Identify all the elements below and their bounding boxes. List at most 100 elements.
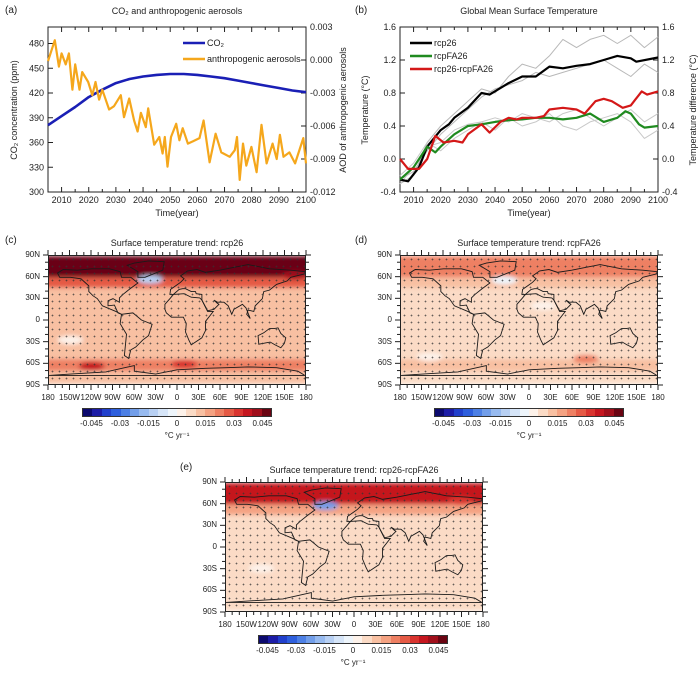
x-tick-label: 2040 — [133, 195, 153, 205]
colorbar-label: 0.03 — [402, 646, 418, 655]
colorbar-swatch — [594, 409, 605, 416]
y-tick-label: 360 — [29, 138, 44, 148]
colorbar-swatch — [186, 409, 196, 416]
x-tick-label: 2100 — [296, 195, 316, 205]
y-tick-label: 390 — [29, 113, 44, 123]
lat-tick-label: 60N — [25, 271, 40, 281]
y-right-tick-label: 0.000 — [310, 55, 333, 65]
x-tick-label: 2020 — [79, 195, 99, 205]
colorbar-swatch — [101, 409, 112, 416]
series-line-rcpfa26 — [399, 110, 659, 181]
colorbar-label: -0.015 — [137, 419, 160, 428]
legend-label: rcp26-rcpFA26 — [434, 64, 493, 74]
lon-tick-label: 120E — [430, 620, 450, 629]
colorbar-swatch — [214, 409, 225, 416]
colorbar-label: 0 — [526, 419, 532, 428]
colorbar-swatch — [315, 636, 325, 643]
lat-tick-label: 60S — [25, 358, 40, 368]
lon-tick-label: 60E — [212, 393, 228, 402]
colorbar-swatch — [576, 409, 586, 416]
colorbar — [434, 408, 624, 417]
significance-stippling — [226, 483, 482, 611]
lat-tick-label: 90N — [377, 250, 392, 259]
colorbar-swatch — [510, 409, 520, 416]
x-axis-label-a: Time(year) — [155, 208, 199, 218]
colorbar-swatch — [519, 409, 530, 416]
y-right-tick-label: -0.009 — [310, 154, 336, 164]
colorbar-label: -0.015 — [313, 646, 336, 655]
series-line-rcp26-rcpfa26 — [399, 90, 659, 170]
y-tick-label: 420 — [29, 88, 44, 98]
map-e — [225, 482, 483, 612]
x-tick-label: 2080 — [242, 195, 262, 205]
y-axis-right-label-b: Temperature difference (°C) — [688, 54, 698, 166]
colorbar-swatch — [296, 636, 307, 643]
colorbar-swatch — [613, 409, 624, 416]
y-tick-label: 0.0 — [383, 154, 396, 164]
colorbar-swatch — [482, 409, 492, 416]
y-right-tick-label: 0.8 — [662, 88, 675, 98]
colorbar-swatch — [437, 636, 448, 643]
lon-tick-label: 150E — [627, 393, 646, 402]
colorbar-swatch — [268, 636, 278, 643]
colorbar-label: 0.045 — [252, 419, 273, 428]
colorbar-label: -0.045 — [432, 419, 455, 428]
lat-tick-label: 0 — [212, 542, 217, 551]
panel-label-c: (c) — [5, 235, 17, 246]
lon-tick-label: 90W — [104, 393, 121, 402]
colorbar-swatch — [139, 409, 149, 416]
lon-tick-label: 0 — [174, 393, 180, 402]
legend-label: rcpFA26 — [434, 51, 468, 61]
lon-tick-label: 150E — [275, 393, 294, 402]
colorbar-swatch — [334, 636, 344, 643]
colorbar-swatch — [463, 409, 473, 416]
y-tick-label: 300 — [29, 187, 44, 197]
x-tick-label: 2020 — [431, 195, 451, 205]
lon-tick-label: 120W — [80, 393, 102, 402]
colorbar-swatch — [120, 409, 131, 416]
y-right-tick-label: 0.0 — [662, 154, 675, 164]
colorbar-swatch — [252, 409, 262, 416]
colorbar-swatch — [111, 409, 121, 416]
map-d — [400, 255, 658, 385]
colorbar-unit: °C yr⁻¹ — [516, 431, 542, 440]
colorbar-label: 0.015 — [195, 419, 216, 428]
colorbar-swatch — [287, 636, 297, 643]
y-tick-label: 330 — [29, 162, 44, 172]
colorbar-label: 0.03 — [226, 419, 242, 428]
colorbar-swatch — [306, 636, 316, 643]
colorbar-swatch — [435, 409, 445, 416]
lat-tick-label: 90S — [25, 380, 40, 389]
colorbar-swatch — [277, 636, 288, 643]
lon-tick-label: 30W — [324, 620, 341, 629]
lon-tick-label: 0 — [526, 393, 532, 402]
colorbar-swatch — [92, 409, 102, 416]
map-title-c: Surface temperature trend: rcp26 — [110, 238, 244, 248]
plot-frame — [47, 26, 307, 193]
colorbar-label: -0.015 — [489, 419, 512, 428]
y-tick-label: 0.8 — [383, 88, 396, 98]
ensemble-member-line — [399, 59, 659, 181]
map-ticks — [43, 250, 311, 390]
lon-tick-label: 60W — [477, 393, 495, 402]
colorbar-swatch — [472, 409, 483, 416]
lon-tick-label: 0 — [351, 620, 357, 629]
colorbar-swatch — [538, 409, 548, 416]
lon-tick-label: 60E — [564, 393, 580, 402]
colorbar-swatch — [491, 409, 501, 416]
lon-tick-label: 30E — [191, 393, 206, 402]
y-right-tick-label: 1.6 — [662, 22, 675, 32]
map-ticks — [395, 250, 663, 390]
y-right-tick-label: -0.4 — [662, 187, 678, 197]
lon-tick-label: 90E — [411, 620, 426, 629]
lon-tick-label: 150W — [59, 393, 80, 402]
lat-tick-label: 90S — [377, 380, 392, 389]
x-tick-label: 2030 — [458, 195, 478, 205]
significance-stippling — [401, 256, 657, 384]
chart-title-b: Global Mean Surface Temperature — [460, 6, 598, 16]
lon-tick-label: 30E — [543, 393, 558, 402]
lon-tick-label: 30W — [147, 393, 164, 402]
colorbar-swatch — [428, 636, 438, 643]
colorbar-swatch — [381, 636, 391, 643]
x-tick-label: 2070 — [567, 195, 587, 205]
